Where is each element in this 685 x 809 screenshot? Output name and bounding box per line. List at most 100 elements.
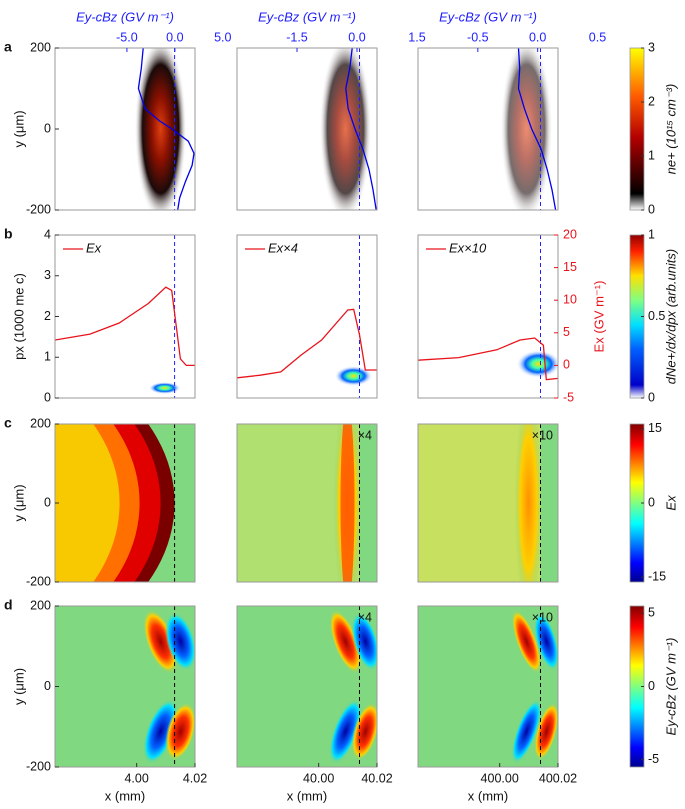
y2-tick-label: 10 bbox=[563, 292, 577, 306]
x2-tick-label: 5.0 bbox=[214, 30, 231, 44]
x-tick-label: 400.00 bbox=[481, 771, 519, 785]
y-tick-label: 0 bbox=[44, 121, 51, 135]
legend-label: Ex bbox=[86, 240, 102, 255]
x-tick-label: 40.02 bbox=[361, 771, 392, 785]
plot-area bbox=[55, 606, 195, 767]
colorbar-label: Ex bbox=[663, 495, 678, 511]
y-axis-label: y (μm) bbox=[11, 110, 26, 147]
y-tick-label: 2 bbox=[44, 309, 51, 323]
plot-area bbox=[237, 424, 377, 582]
field-lobe bbox=[143, 699, 179, 764]
field-lobe bbox=[511, 699, 542, 764]
plot-area bbox=[418, 606, 558, 767]
data-line bbox=[237, 308, 377, 379]
field-lobe bbox=[329, 699, 362, 764]
y-tick-label: 0 bbox=[44, 495, 51, 509]
y-tick-label: 200 bbox=[30, 416, 51, 430]
y-tick-label: 4 bbox=[44, 227, 51, 241]
y-tick-label: 0 bbox=[44, 390, 51, 404]
y2-axis-label: Ex (GV m⁻¹) bbox=[591, 281, 606, 353]
field-lobe bbox=[329, 609, 362, 674]
colorbar-tick-label: 0 bbox=[648, 390, 655, 404]
colorbar-tick-label: 15 bbox=[648, 421, 662, 435]
panel-label: d bbox=[4, 597, 13, 613]
y2-tick-label: 5 bbox=[563, 325, 570, 339]
y-tick-label: -200 bbox=[26, 759, 51, 773]
field-lobe bbox=[511, 609, 542, 674]
y2-tick-label: 0 bbox=[563, 358, 570, 372]
y2-tick-label: 15 bbox=[563, 260, 577, 274]
y-tick-label: 0 bbox=[44, 679, 51, 693]
x2-axis-label: Ey-cBz (GV m⁻¹) bbox=[439, 9, 537, 24]
plot-area bbox=[237, 48, 377, 210]
scale-annotation: ×10 bbox=[532, 610, 553, 624]
particle-density bbox=[500, 48, 553, 210]
data-line bbox=[55, 286, 195, 367]
plot-area bbox=[55, 48, 195, 210]
x-tick-label: 40.00 bbox=[303, 771, 334, 785]
field-lobe bbox=[534, 612, 558, 671]
x2-tick-label: 0.0 bbox=[529, 30, 546, 44]
field-lobe bbox=[143, 609, 179, 674]
axes-frame bbox=[417, 605, 559, 768]
axes-frame bbox=[236, 605, 378, 768]
x2-axis-label: Ey-cBz (GV m⁻¹) bbox=[76, 9, 174, 24]
data-line bbox=[345, 48, 377, 210]
colorbar-tick-label: 0 bbox=[648, 679, 655, 693]
x-axis-label: x (mm) bbox=[468, 788, 508, 803]
colorbar-label: dNe+/dx/dpx (arb.units) bbox=[663, 249, 678, 384]
axes-frame bbox=[236, 47, 378, 211]
particle-density bbox=[134, 48, 187, 210]
scale-annotation: ×10 bbox=[532, 428, 553, 442]
x2-tick-label: -5.0 bbox=[116, 30, 138, 44]
plot-background bbox=[55, 235, 195, 398]
x-tick-label: 4.02 bbox=[183, 771, 207, 785]
plot-area bbox=[237, 235, 377, 398]
y-axis-label: y (μm) bbox=[11, 668, 26, 705]
colorbar-tick-label: 0 bbox=[648, 202, 655, 216]
x2-tick-label: -1.5 bbox=[286, 30, 308, 44]
plot-area bbox=[418, 235, 558, 398]
colorbar-tick-label: 5 bbox=[648, 606, 655, 620]
panel-label: c bbox=[4, 415, 12, 431]
axes-frame bbox=[417, 234, 559, 399]
x-tick-label: 400.02 bbox=[539, 771, 577, 785]
particle-density bbox=[334, 366, 373, 386]
y2-tick-label: 20 bbox=[563, 227, 577, 241]
data-line bbox=[517, 48, 557, 210]
panel-label: b bbox=[4, 226, 13, 242]
colorbar-tick-label: 0.5 bbox=[648, 309, 665, 323]
y-tick-label: -200 bbox=[26, 574, 51, 588]
field-band bbox=[514, 424, 543, 582]
particle-density bbox=[148, 382, 181, 394]
colorbar-tick-label: 1 bbox=[648, 148, 655, 162]
legend-label: Ex×10 bbox=[449, 240, 487, 255]
colorbar-tick-label: -15 bbox=[648, 569, 666, 583]
plot-area bbox=[418, 424, 558, 582]
field-lobe bbox=[351, 612, 377, 671]
y-tick-label: 200 bbox=[30, 598, 51, 612]
scale-annotation: ×4 bbox=[358, 610, 372, 624]
colorbar bbox=[629, 47, 645, 211]
x2-tick-label: 0.0 bbox=[166, 30, 183, 44]
x-axis-label: x (mm) bbox=[105, 788, 145, 803]
x-axis-label: x (mm) bbox=[287, 788, 327, 803]
legend-label: Ex×4 bbox=[268, 240, 298, 255]
panel-label: a bbox=[4, 39, 12, 55]
field-lobe bbox=[164, 612, 195, 671]
y-axis-label: y (μm) bbox=[11, 484, 26, 521]
field-band bbox=[55, 424, 120, 582]
field-band bbox=[340, 424, 355, 582]
data-line bbox=[418, 337, 558, 381]
x-tick-label: 4.00 bbox=[124, 771, 148, 785]
axes-frame bbox=[417, 47, 559, 211]
plot-area bbox=[55, 424, 195, 582]
scale-annotation: ×4 bbox=[358, 428, 372, 442]
plot-area bbox=[418, 48, 558, 210]
field-lobe bbox=[351, 702, 377, 761]
colorbar-tick-label: 2 bbox=[648, 94, 655, 108]
colorbar-label: Ey-cBz (GV m⁻¹) bbox=[663, 638, 678, 736]
particle-density bbox=[516, 350, 558, 378]
x2-axis-label: Ey-cBz (GV m⁻¹) bbox=[258, 9, 356, 24]
